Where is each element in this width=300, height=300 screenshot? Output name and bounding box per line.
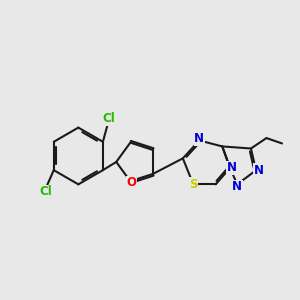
Text: N: N	[254, 164, 263, 177]
Text: O: O	[127, 176, 137, 189]
Text: Cl: Cl	[39, 185, 52, 198]
Text: S: S	[189, 178, 197, 191]
Text: N: N	[226, 161, 236, 174]
Text: O: O	[127, 176, 137, 189]
Text: Cl: Cl	[103, 112, 115, 125]
Text: N: N	[194, 133, 204, 146]
Text: N: N	[232, 180, 242, 193]
